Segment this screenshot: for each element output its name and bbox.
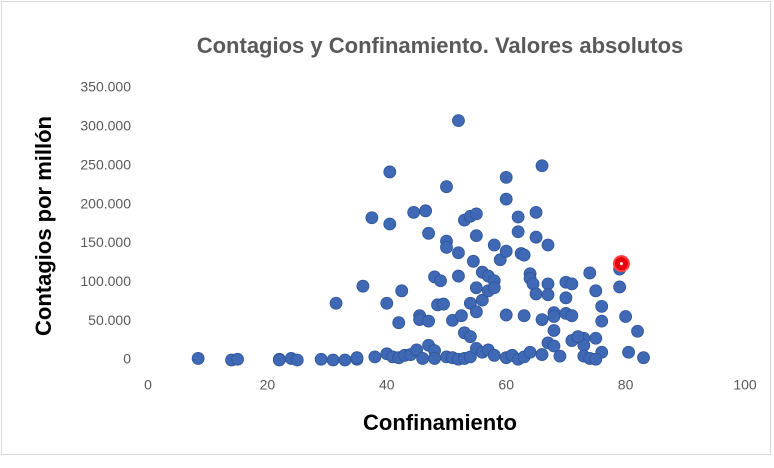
point (547, 310, 561, 323)
point (499, 244, 513, 258)
y-tick-label: 350.000 (80, 79, 131, 95)
point (191, 352, 205, 365)
point (422, 226, 435, 240)
point (469, 281, 483, 295)
point (437, 297, 450, 311)
point (529, 287, 543, 301)
point (407, 205, 421, 219)
point (440, 180, 453, 194)
point (428, 352, 441, 365)
point (589, 352, 603, 366)
point (329, 296, 343, 310)
point (595, 314, 609, 328)
y-tick-label: 0 (123, 351, 131, 367)
point (475, 293, 489, 307)
point (499, 308, 513, 322)
y-tick-label: 300.000 (80, 118, 131, 134)
x-tick-label: 80 (618, 377, 634, 393)
point (613, 280, 627, 294)
point (487, 348, 501, 362)
point (541, 288, 555, 302)
point (395, 284, 409, 298)
point (499, 170, 513, 184)
point (589, 284, 603, 298)
y-axis-title: Contagios por millón (31, 116, 56, 336)
y-tick-label: 150.000 (80, 234, 131, 250)
point (314, 352, 328, 366)
point (559, 291, 573, 305)
point (517, 309, 531, 323)
point (535, 348, 549, 361)
point (231, 352, 244, 366)
point (469, 229, 483, 243)
point (637, 351, 650, 365)
point (455, 309, 468, 323)
point (517, 248, 531, 262)
y-tick-label: 100.000 (80, 273, 131, 289)
point (452, 114, 465, 128)
point (368, 350, 382, 364)
point (452, 246, 465, 260)
point (631, 324, 644, 338)
y-tick-label: 50.000 (88, 312, 131, 328)
point (541, 277, 555, 291)
y-tick-label: 250.000 (80, 156, 131, 172)
point (541, 238, 555, 252)
point (422, 314, 435, 328)
x-tick-label: 20 (260, 377, 276, 393)
point (553, 349, 567, 363)
point (463, 330, 477, 344)
chart-title: Contagios y Confinamiento. Valores absol… (197, 33, 684, 58)
point (350, 351, 364, 365)
x-axis-title: Confinamiento (363, 410, 517, 435)
point (571, 330, 585, 344)
point (511, 210, 525, 224)
point (452, 269, 465, 283)
point (356, 279, 370, 293)
point (392, 316, 406, 330)
point (535, 313, 549, 326)
point (595, 299, 609, 313)
point (383, 165, 397, 179)
point (619, 310, 632, 323)
point (338, 353, 352, 367)
x-tick-label: 100 (733, 377, 757, 393)
point (380, 296, 394, 310)
point (565, 277, 579, 291)
point (511, 225, 525, 239)
point (529, 205, 543, 219)
point (589, 331, 603, 345)
point (434, 274, 447, 288)
point (487, 238, 501, 252)
point (383, 217, 397, 231)
point (272, 353, 286, 367)
y-tick-label: 200.000 (80, 195, 131, 211)
point (326, 353, 340, 367)
point (529, 230, 543, 244)
point (469, 305, 483, 319)
point (365, 211, 379, 225)
point (499, 192, 513, 206)
point (466, 254, 480, 268)
highlight-center (619, 262, 623, 266)
point (419, 204, 433, 218)
point (547, 339, 561, 353)
point (622, 345, 635, 359)
point (535, 159, 549, 173)
point (290, 353, 304, 367)
x-tick-label: 60 (498, 377, 514, 393)
point (583, 266, 597, 280)
point (440, 240, 453, 254)
point (469, 207, 483, 221)
point (547, 324, 561, 337)
point (565, 309, 579, 323)
x-tick-label: 0 (144, 377, 152, 393)
point (416, 352, 430, 365)
point (523, 345, 537, 359)
point (487, 281, 501, 295)
x-tick-label: 40 (379, 377, 395, 393)
